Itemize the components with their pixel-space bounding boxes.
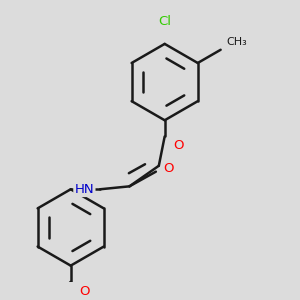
- Text: CH₃: CH₃: [226, 37, 247, 47]
- Text: O: O: [80, 285, 90, 298]
- Text: O: O: [173, 139, 184, 152]
- Text: Cl: Cl: [158, 15, 171, 28]
- Text: HN: HN: [75, 183, 94, 196]
- Text: O: O: [163, 162, 174, 175]
